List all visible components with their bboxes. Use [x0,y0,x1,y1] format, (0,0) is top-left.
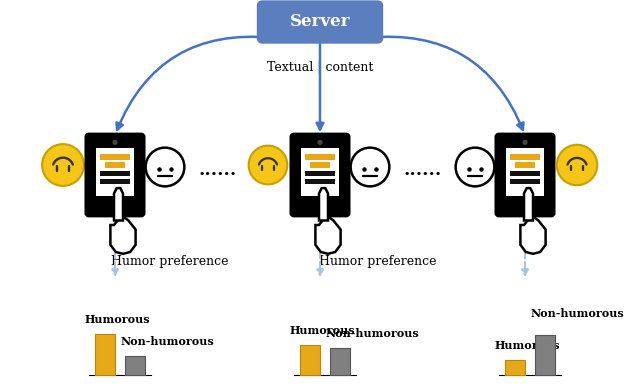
FancyBboxPatch shape [510,171,540,176]
Circle shape [523,141,527,144]
FancyBboxPatch shape [100,154,130,160]
Polygon shape [114,188,123,220]
Text: Humor preference: Humor preference [319,256,436,269]
Circle shape [248,146,287,185]
FancyBboxPatch shape [100,179,130,185]
Text: Non-humorous: Non-humorous [326,328,420,339]
FancyBboxPatch shape [100,171,130,176]
FancyBboxPatch shape [305,154,335,160]
Text: Humorous: Humorous [495,340,561,351]
FancyBboxPatch shape [496,134,554,216]
Polygon shape [524,188,533,220]
Text: Textual | content: Textual | content [267,61,373,74]
FancyBboxPatch shape [291,134,349,216]
Polygon shape [111,218,136,254]
Polygon shape [316,218,340,254]
Text: ......: ...... [199,161,237,179]
Circle shape [113,141,117,144]
Text: Humorous: Humorous [290,325,356,336]
FancyBboxPatch shape [510,154,540,160]
FancyBboxPatch shape [96,148,134,196]
Circle shape [146,147,184,186]
Text: Non-humorous: Non-humorous [121,336,215,347]
FancyBboxPatch shape [330,347,350,375]
FancyBboxPatch shape [305,171,335,176]
FancyBboxPatch shape [506,148,544,196]
FancyBboxPatch shape [515,162,535,168]
FancyBboxPatch shape [257,1,383,43]
Text: Humor preference: Humor preference [111,256,228,269]
FancyBboxPatch shape [505,360,525,375]
FancyBboxPatch shape [305,179,335,185]
Circle shape [557,145,597,185]
FancyBboxPatch shape [510,179,540,185]
FancyBboxPatch shape [301,148,339,196]
Polygon shape [319,188,328,220]
FancyBboxPatch shape [300,345,320,375]
FancyBboxPatch shape [105,162,125,168]
Text: Server: Server [290,14,350,30]
FancyBboxPatch shape [310,162,330,168]
FancyBboxPatch shape [95,334,115,375]
Text: Humorous: Humorous [85,314,150,325]
Circle shape [456,147,494,186]
FancyBboxPatch shape [86,134,144,216]
Text: Non-humorous: Non-humorous [531,308,625,319]
FancyBboxPatch shape [125,356,145,375]
Text: ......: ...... [404,161,442,179]
Circle shape [351,147,389,186]
FancyBboxPatch shape [535,335,555,375]
Circle shape [42,144,84,186]
Circle shape [318,141,322,144]
Polygon shape [520,218,545,254]
